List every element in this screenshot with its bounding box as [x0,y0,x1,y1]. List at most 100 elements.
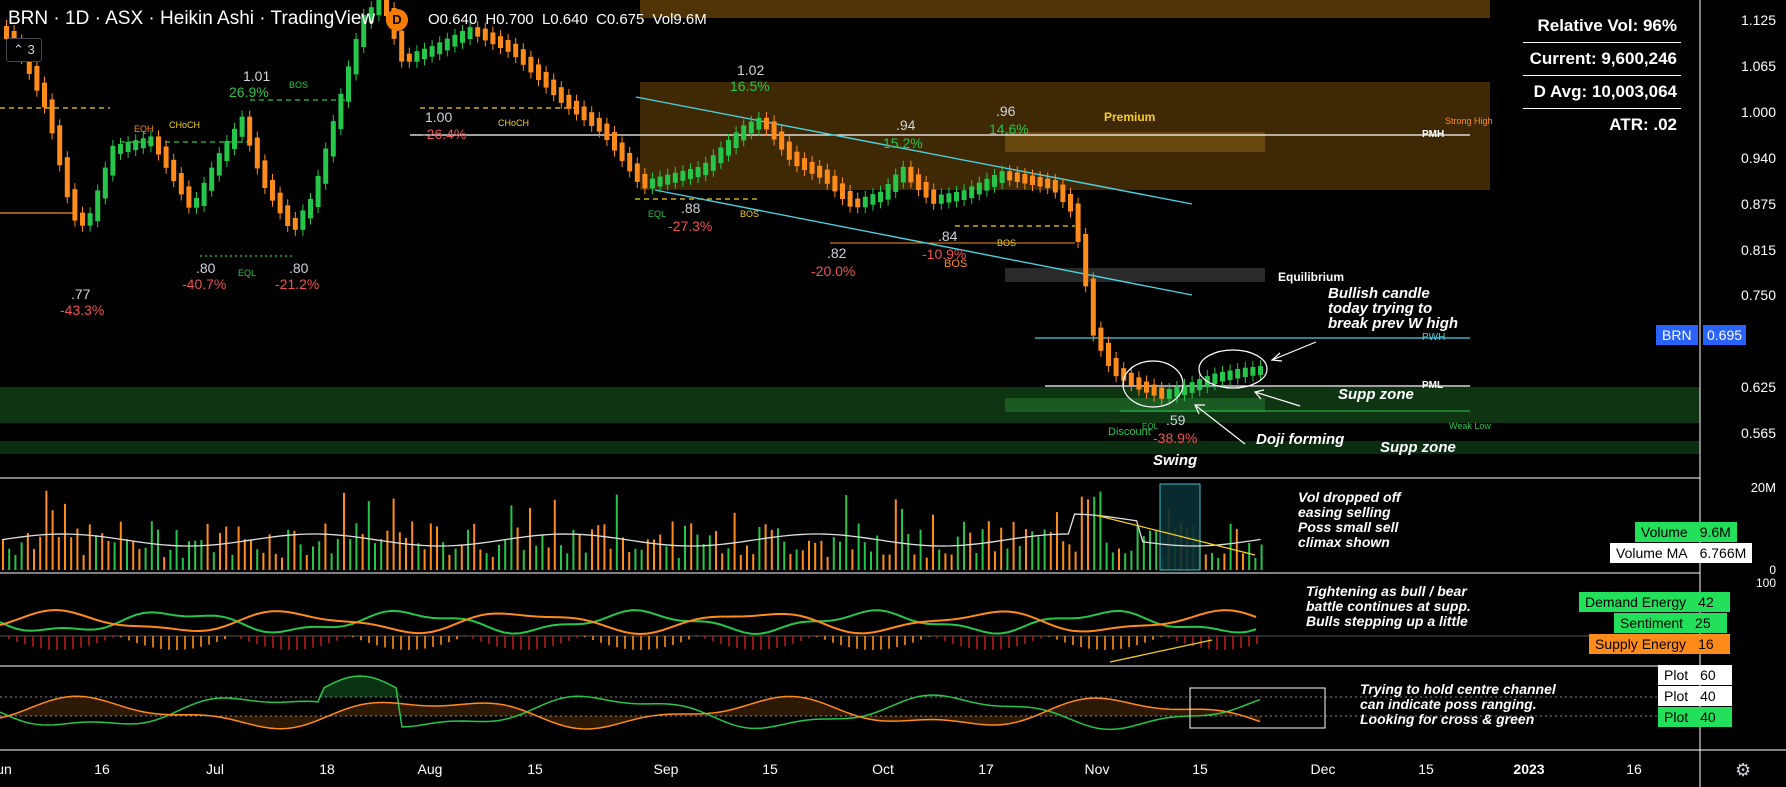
channel-green-line [0,675,1261,731]
candlestick-series [4,0,1263,405]
energy-bar [216,636,218,643]
plot-legend[interactable]: Plot 60 [1658,665,1733,685]
volume-bar [250,539,252,570]
sentiment-legend[interactable]: Sentiment 25 [1614,613,1728,633]
volume-bar [615,494,618,570]
energy-bar [432,636,434,647]
volume-bar [969,532,972,570]
candle-body [855,198,861,208]
volume-bar [746,545,748,570]
energy-bar [1080,636,1082,648]
volume-bar [1118,548,1120,570]
energy-bar [16,636,18,642]
volume-bar [454,548,457,570]
candle-body [657,176,663,187]
candle-body [140,138,146,149]
energy-bar [304,636,306,650]
volume-bar [609,548,612,570]
candle-body [270,180,275,201]
candle-body [1113,358,1119,377]
volume-ma-legend[interactable]: Volume MA 6.766M [1610,543,1753,563]
energy-bar [528,636,530,650]
volume-legend[interactable]: Volume 9.6M [1635,522,1737,542]
plot-legend[interactable]: Plot 40 [1658,686,1733,706]
energy-bar [312,636,314,648]
volume-bar [584,552,587,570]
indicators-toggle[interactable]: ⌃ 3 [6,38,42,62]
volume-bar [1037,536,1040,570]
volume-bar [274,553,277,570]
plot-legend[interactable]: Plot 40 [1658,707,1733,727]
volume-legend-label: Volume [1635,522,1694,542]
volume-bar [578,534,581,570]
ticker-price-badge[interactable]: BRN [1656,325,1698,345]
energy-axis-top: 100 [1755,576,1776,590]
volume-bar [1074,551,1077,570]
energy-bar [40,636,42,649]
candle-body [406,53,412,62]
volume-bar [696,534,699,570]
energy-bar [296,636,298,650]
volume-bar [262,552,265,570]
energy-bar [648,636,650,650]
swing-price-label: 1.02 [737,62,765,78]
volume-bar [194,540,197,570]
volume-bar [95,535,97,570]
candle-body [832,175,838,192]
volume-bar [150,521,153,570]
energy-bar [320,636,322,646]
plot-label: Plot [1658,665,1695,685]
energy-bar [1104,636,1106,650]
candle-body [429,46,435,57]
candle-body [232,128,237,149]
volume-bar [26,533,29,570]
candle-body [931,189,937,204]
swing-pct-label: -40.7% [182,276,227,292]
candle-body [1197,379,1203,391]
volume-bar [758,526,761,570]
candle-body [399,30,405,62]
candle-body [1151,384,1157,396]
note-support-zone: Supp zone [1338,386,1414,403]
energy-bar [136,636,138,644]
note-doji: Doji forming [1256,431,1345,448]
energy-bar [392,636,394,649]
candle-body [361,14,367,48]
last-price-badge: 0.695 [1703,325,1747,345]
energy-bar [416,636,418,650]
volume-bar [312,546,314,570]
chart-title[interactable]: BRN · 1D · ASX · Heikin Ashi · TradingVi… [8,8,376,29]
candle-body [1128,372,1134,386]
energy-bar [728,636,730,647]
price-tick: 1.125 [1740,12,1776,28]
volume-bar [981,529,984,570]
candle-body [558,87,564,103]
supply-energy-legend[interactable]: Supply Energy 16 [1589,634,1731,654]
volume-bar [1155,530,1158,570]
time-tick: 15 [527,761,543,777]
volume-bar [1049,531,1052,570]
volume-bar [39,536,42,570]
volume-bar [485,553,488,570]
swing-price-label: .80 [196,260,216,276]
energy-bar [24,636,26,645]
candle-body [627,152,633,172]
price-tick: 0.815 [1740,242,1776,258]
volume-bar [1062,541,1065,570]
plot-label: Plot [1658,707,1695,727]
candle-body [110,145,116,176]
energy-bar [328,636,330,644]
candle-body [726,140,731,156]
candle-body [262,160,268,188]
energy-bar [184,636,186,650]
atr-value: ATR: .02 [1609,115,1677,134]
volume-bar [987,521,990,570]
energy-bar [664,636,666,647]
gear-icon[interactable]: ⚙ [1735,760,1752,780]
interval-badge[interactable]: D [386,9,408,31]
candle-body [809,162,815,174]
candle-body [992,175,997,187]
plot-value: 60 [1694,665,1733,685]
demand-energy-legend[interactable]: Demand Energy 42 [1579,592,1731,612]
